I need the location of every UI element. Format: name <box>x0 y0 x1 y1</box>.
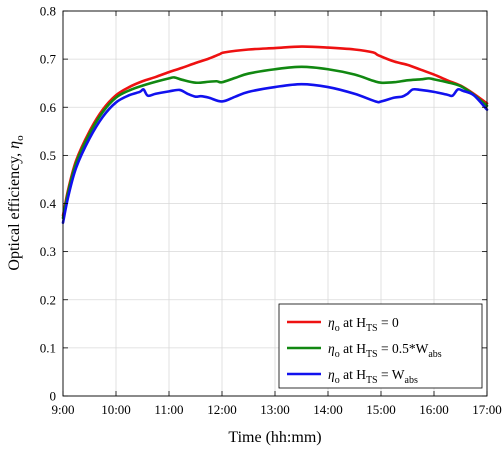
legend-entry: ηo at HTS = 0.5*Wabs <box>287 341 442 360</box>
axes <box>62 10 488 397</box>
y-axis-label-text: Optical efficiency, <box>6 149 23 271</box>
y-tick-label: 0.1 <box>40 340 56 355</box>
series-line-hts-0 <box>61 45 489 217</box>
y-tick-label: 0.7 <box>40 52 57 67</box>
x-tick-label: 14:00 <box>313 402 343 417</box>
x-axis-label: Time (hh:mm) <box>228 429 321 446</box>
legend-label: ηo at HTS = 0.5*Wabs <box>328 341 442 360</box>
series-group <box>61 45 489 225</box>
y-tick-label: 0 <box>50 389 57 404</box>
legend-wabs-subscript: abs <box>428 349 441 360</box>
y-tick-label: 0.5 <box>40 148 56 163</box>
legend-hts-subscript: TS <box>366 349 378 360</box>
y-tick-label: 0.4 <box>40 196 57 211</box>
legend-eta: η <box>328 315 335 330</box>
tick-labels: 9:00 10:00 11:00 12:00 13:00 14:00 15:00 16:00 1… <box>40 4 502 418</box>
y-axis-label: Optical efficiency, ηo <box>6 135 26 271</box>
x-tick-label: 16:00 <box>419 402 449 417</box>
legend-eta: η <box>328 367 335 382</box>
y-tick-label: 0.3 <box>40 244 56 259</box>
legend-text: at H <box>340 341 366 356</box>
legend-hts-subscript: TS <box>366 323 378 334</box>
legend-text: = W <box>378 367 405 382</box>
legend-text: = 0 <box>378 315 399 330</box>
y-tick-label: 0.8 <box>40 4 56 19</box>
x-tick-label: 9:00 <box>51 402 74 417</box>
legend-text: at H <box>340 367 366 382</box>
series-line-hts-wabs <box>61 82 489 225</box>
legend-eta-subscript: o <box>335 349 340 360</box>
legend-eta-subscript: o <box>335 375 340 386</box>
x-tick-label: 15:00 <box>366 402 396 417</box>
legend-label: ηo at HTS = 0 <box>328 315 399 334</box>
x-tick-label: 10:00 <box>101 402 131 417</box>
x-tick-label: 12:00 <box>207 402 237 417</box>
y-axis-label-symbol: η <box>6 141 23 149</box>
legend-hts-subscript: TS <box>366 375 378 386</box>
legend-text: = 0.5*W <box>378 341 429 356</box>
legend-eta: η <box>328 341 335 356</box>
legend-wabs-subscript: abs <box>405 375 418 386</box>
series-line-hts-half-wabs <box>61 65 489 220</box>
x-tick-label: 13:00 <box>260 402 290 417</box>
y-axis-label-subscript: o <box>14 135 26 141</box>
y-tick-label: 0.2 <box>40 292 56 307</box>
legend-entry: ηo at HTS = Wabs <box>287 367 418 386</box>
y-tick-label: 0.6 <box>40 100 57 115</box>
x-tick-label: 17:00 <box>472 402 502 417</box>
x-tick-label: 11:00 <box>154 402 183 417</box>
legend-label: ηo at HTS = Wabs <box>328 367 418 386</box>
legend-entry: ηo at HTS = 0 <box>287 315 399 334</box>
legend-eta-subscript: o <box>335 323 340 334</box>
legend-text: at H <box>340 315 366 330</box>
